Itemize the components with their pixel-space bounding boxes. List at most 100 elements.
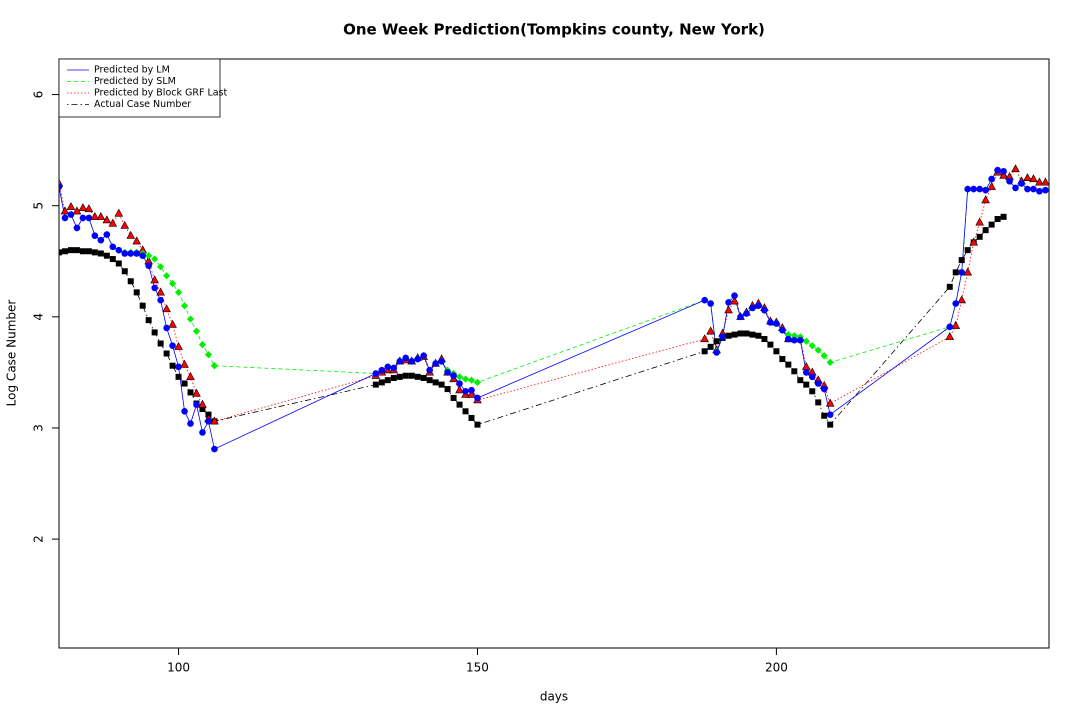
point	[982, 227, 989, 234]
point	[779, 326, 786, 334]
point	[108, 218, 118, 227]
point	[719, 333, 726, 341]
point	[67, 211, 75, 218]
point	[946, 283, 953, 290]
point	[210, 362, 219, 370]
point	[1024, 185, 1031, 193]
point	[145, 317, 152, 324]
point	[192, 388, 201, 397]
point	[157, 263, 165, 271]
point	[713, 338, 720, 345]
point	[1029, 174, 1038, 183]
point	[976, 233, 983, 240]
point	[779, 356, 786, 363]
point	[700, 334, 709, 343]
point	[767, 341, 774, 348]
point	[1000, 167, 1007, 175]
point	[168, 279, 177, 288]
point	[707, 343, 714, 350]
point	[438, 381, 445, 388]
point	[187, 420, 194, 427]
point	[474, 394, 481, 402]
point	[462, 387, 469, 395]
point	[825, 398, 835, 407]
point	[396, 357, 404, 365]
point	[150, 275, 159, 284]
point	[414, 355, 421, 363]
point	[455, 373, 464, 381]
point	[120, 220, 130, 229]
point	[85, 248, 92, 255]
point	[1018, 180, 1025, 187]
point	[981, 195, 990, 204]
point	[157, 340, 164, 347]
point	[462, 408, 469, 415]
point	[444, 386, 451, 393]
point	[169, 342, 176, 350]
point	[814, 346, 822, 354]
point	[174, 342, 183, 350]
point	[408, 357, 416, 365]
point	[456, 380, 463, 387]
point	[121, 268, 128, 275]
point	[432, 379, 439, 386]
point	[199, 406, 206, 413]
point	[725, 299, 732, 306]
point	[994, 166, 1001, 174]
x-tick-label: 100	[167, 661, 190, 675]
legend-label: Predicted by SLM	[94, 76, 176, 87]
y-tick-label: 2	[32, 535, 46, 543]
point	[1000, 213, 1007, 220]
point	[169, 362, 176, 369]
point	[725, 332, 732, 339]
point	[198, 399, 207, 408]
point	[467, 389, 476, 398]
point	[1023, 173, 1032, 182]
point	[426, 377, 433, 384]
point	[473, 378, 482, 386]
point	[103, 252, 110, 259]
point	[808, 373, 816, 381]
point	[743, 330, 750, 337]
point	[175, 373, 182, 380]
point	[707, 300, 714, 307]
point	[999, 170, 1008, 179]
point	[461, 375, 470, 383]
y-tick-label: 4	[32, 313, 46, 321]
x-tick-label: 150	[466, 661, 489, 675]
point	[701, 348, 708, 355]
point	[205, 417, 212, 425]
point	[199, 429, 206, 436]
point	[468, 414, 475, 421]
point	[97, 236, 105, 244]
point	[988, 175, 995, 183]
point	[61, 214, 69, 222]
point	[773, 348, 780, 355]
point	[151, 329, 158, 336]
point	[115, 246, 123, 254]
point	[61, 248, 68, 255]
point	[181, 407, 188, 415]
point	[450, 372, 457, 380]
point	[133, 289, 140, 296]
point	[59, 249, 62, 256]
y-tick-label: 6	[32, 91, 46, 99]
point	[66, 201, 76, 210]
point	[157, 296, 164, 304]
point	[809, 388, 816, 395]
point	[79, 248, 86, 255]
point	[121, 250, 129, 257]
point	[84, 204, 94, 213]
point	[1036, 187, 1043, 195]
point	[91, 249, 98, 256]
point	[456, 401, 463, 408]
point	[826, 411, 834, 418]
point	[1030, 185, 1037, 193]
point	[731, 331, 738, 338]
point	[180, 302, 189, 310]
point	[773, 320, 780, 327]
point	[820, 352, 828, 360]
point	[67, 247, 74, 254]
series-line	[59, 216, 1004, 426]
